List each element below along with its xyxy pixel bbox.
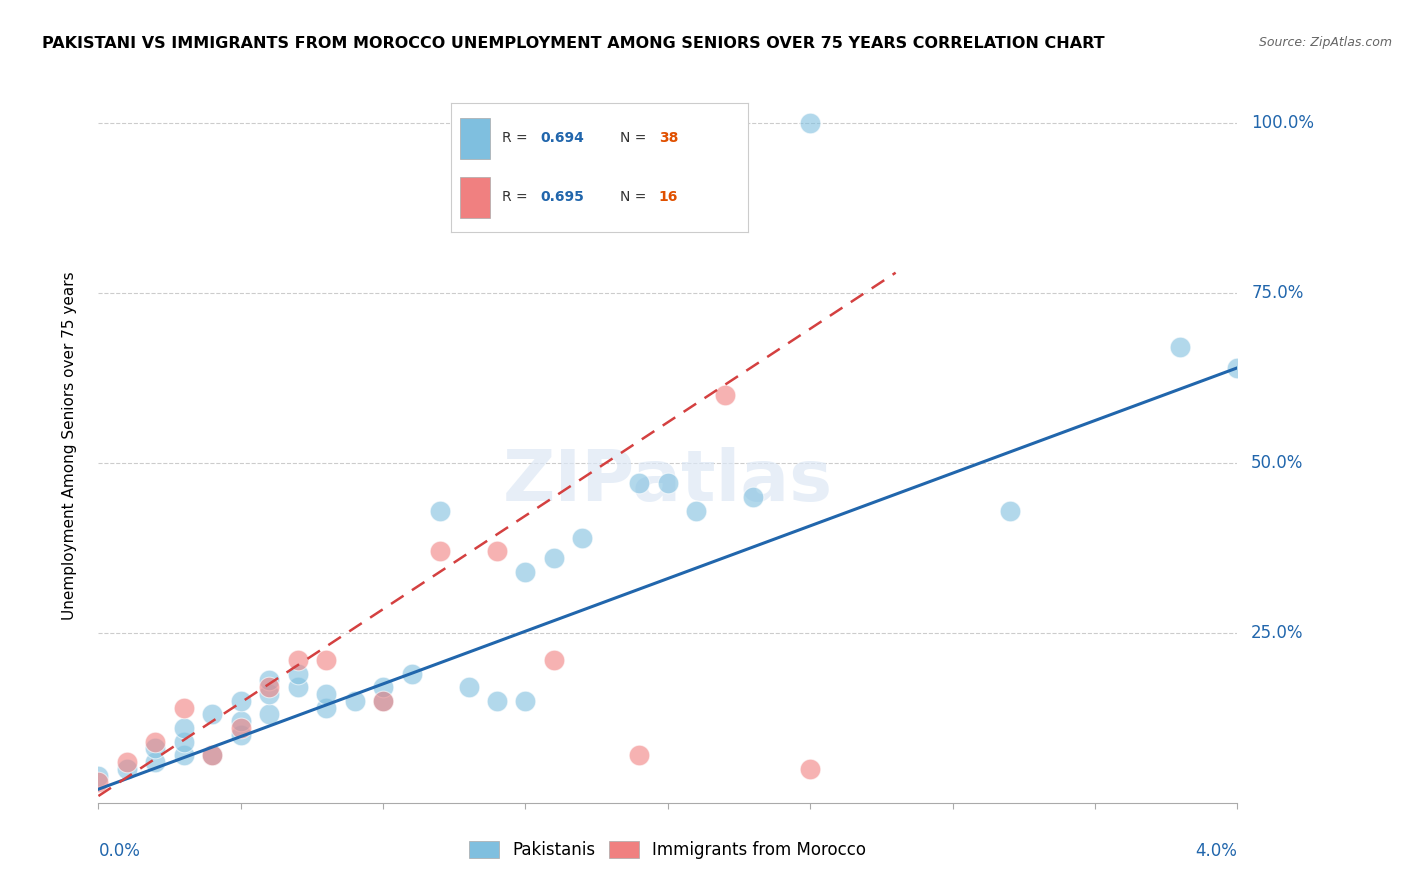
Point [145,741,167,756]
Point [259,687,281,701]
Point [115,762,138,776]
Point [229,714,252,729]
Point [486,694,509,708]
Point [628,748,651,763]
Point [287,666,309,681]
Point [371,694,394,708]
Point [173,700,195,714]
Point [657,476,679,491]
Point [87,769,110,783]
Point [1226,360,1249,375]
Point [201,748,224,763]
Legend: Pakistanis, Immigrants from Morocco: Pakistanis, Immigrants from Morocco [463,834,873,866]
Point [315,687,337,701]
Point [429,544,451,558]
Point [685,503,707,517]
Text: 0.0%: 0.0% [98,842,141,860]
Point [628,476,651,491]
Point [371,694,394,708]
Point [173,721,195,735]
Point [145,755,167,769]
Point [515,694,537,708]
Point [429,503,451,517]
Text: PAKISTANI VS IMMIGRANTS FROM MOROCCO UNEMPLOYMENT AMONG SENIORS OVER 75 YEARS CO: PAKISTANI VS IMMIGRANTS FROM MOROCCO UNE… [42,36,1105,51]
Point [173,734,195,748]
Point [115,755,138,769]
Point [799,116,821,130]
Point [287,680,309,694]
Text: 100.0%: 100.0% [1251,114,1315,132]
Text: Source: ZipAtlas.com: Source: ZipAtlas.com [1258,36,1392,49]
Point [259,680,281,694]
Point [287,653,309,667]
Point [371,680,394,694]
Point [571,531,593,545]
Point [229,728,252,742]
Point [742,490,765,504]
Point [714,388,737,402]
Text: 4.0%: 4.0% [1195,842,1237,860]
Point [457,680,479,694]
Point [87,775,110,789]
Point [259,673,281,688]
Point [543,551,565,566]
Point [229,694,252,708]
Point [543,653,565,667]
Point [173,748,195,763]
Text: 50.0%: 50.0% [1251,454,1303,472]
Point [486,544,509,558]
Point [201,748,224,763]
Point [998,503,1021,517]
Point [1170,341,1192,355]
Point [145,734,167,748]
Text: ZIPatlas: ZIPatlas [503,447,832,516]
Text: 25.0%: 25.0% [1251,624,1303,642]
Text: 75.0%: 75.0% [1251,284,1303,302]
Y-axis label: Unemployment Among Seniors over 75 years: Unemployment Among Seniors over 75 years [62,272,77,620]
Point [201,707,224,722]
Point [259,707,281,722]
Point [343,694,366,708]
Point [229,721,252,735]
Point [799,762,821,776]
Point [401,666,423,681]
Point [315,700,337,714]
Point [515,565,537,579]
Point [315,653,337,667]
